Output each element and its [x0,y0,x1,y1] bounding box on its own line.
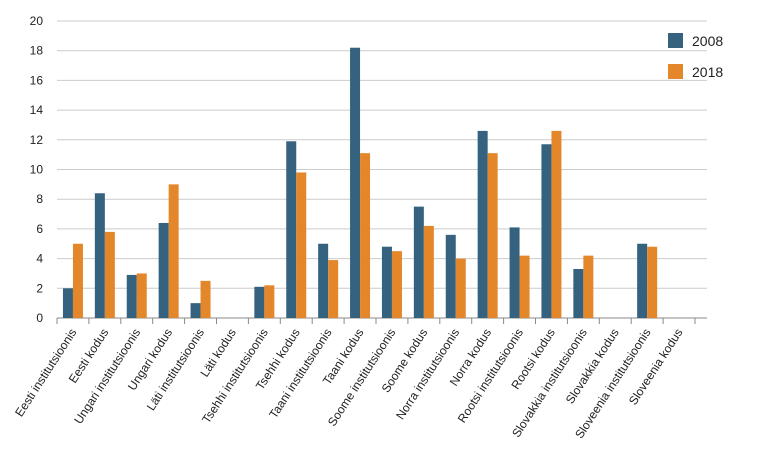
bar [573,268,584,318]
bar [126,274,137,318]
bar [583,255,594,318]
legend-label: 2008 [692,33,723,49]
bar [200,280,211,318]
bar [445,234,456,318]
bar [264,285,275,318]
bar [168,184,179,318]
bar [296,172,307,318]
bar [487,153,498,318]
bar [94,193,105,318]
bar [509,227,520,318]
bar [423,225,434,318]
y-tick-label: 10 [30,163,44,177]
bar [318,243,329,318]
bar [455,258,466,318]
y-tick-label: 16 [30,73,44,87]
bar [381,246,392,318]
y-tick-label: 20 [30,14,44,28]
y-tick-label: 8 [36,192,43,206]
bar [551,130,562,318]
y-tick-label: 6 [36,222,43,236]
bar [104,231,115,318]
y-tick-label: 2 [36,281,43,295]
bar [647,246,658,318]
x-tick-label: Läti institutsioonis [144,326,207,413]
bar [158,222,169,318]
bar [519,255,530,318]
legend-swatch [668,64,683,79]
bar [254,286,265,318]
bar [637,243,648,318]
bar [360,153,371,318]
bar [413,206,424,318]
bar [136,273,147,318]
bar [328,260,339,318]
bar [62,288,73,318]
bar [72,243,83,318]
legend-label: 2018 [692,64,723,80]
y-tick-label: 18 [30,44,44,58]
y-tick-label: 0 [36,311,43,325]
legend-swatch [668,33,683,48]
y-tick-label: 4 [36,252,43,266]
bar [541,144,552,318]
y-tick-label: 14 [30,103,44,117]
y-tick-label: 12 [30,133,44,147]
bar [391,251,402,318]
bar [286,141,297,318]
bar [190,303,201,318]
bar [350,47,361,318]
bar [477,130,488,318]
